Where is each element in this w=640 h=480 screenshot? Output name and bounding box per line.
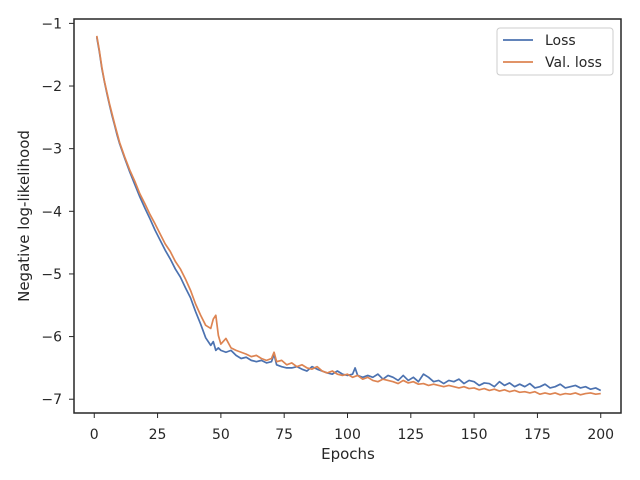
legend-label-val-loss: Val. loss (545, 55, 602, 71)
y-tick-label: −3 (41, 142, 62, 158)
legend: Loss Val. loss (496, 27, 614, 76)
x-axis-label: Epochs (321, 445, 375, 463)
x-tick-label: 175 (524, 427, 551, 443)
x-tick-label: 75 (275, 427, 293, 443)
x-tick-label: 50 (212, 427, 230, 443)
y-tick-label: −4 (41, 204, 62, 220)
y-axis-label: Negative log-likelihood (15, 130, 33, 302)
series-line-loss (95, 37, 602, 392)
x-tick-label: 125 (397, 427, 424, 443)
ticks-layer: 0 25 50 75 100 125 150 175 200 −1 −2 −3 −4 −5 −6 −7 (41, 16, 614, 443)
series-line-val-loss (95, 35, 601, 396)
x-tick-label: 100 (334, 427, 361, 443)
y-tick-label: −5 (41, 267, 62, 283)
x-tick-label: 25 (149, 427, 167, 443)
y-tick-label: −1 (41, 16, 62, 32)
y-tick-label: −6 (41, 330, 62, 346)
x-tick-label: 150 (461, 427, 488, 443)
x-tick-label: 200 (587, 427, 614, 443)
legend-label-loss: Loss (545, 33, 576, 49)
y-tick-label: −7 (41, 392, 62, 408)
plot-frame (73, 18, 622, 414)
y-tick-label: −2 (41, 79, 62, 95)
series-layer (95, 35, 602, 396)
x-tick-label: 0 (90, 427, 99, 443)
